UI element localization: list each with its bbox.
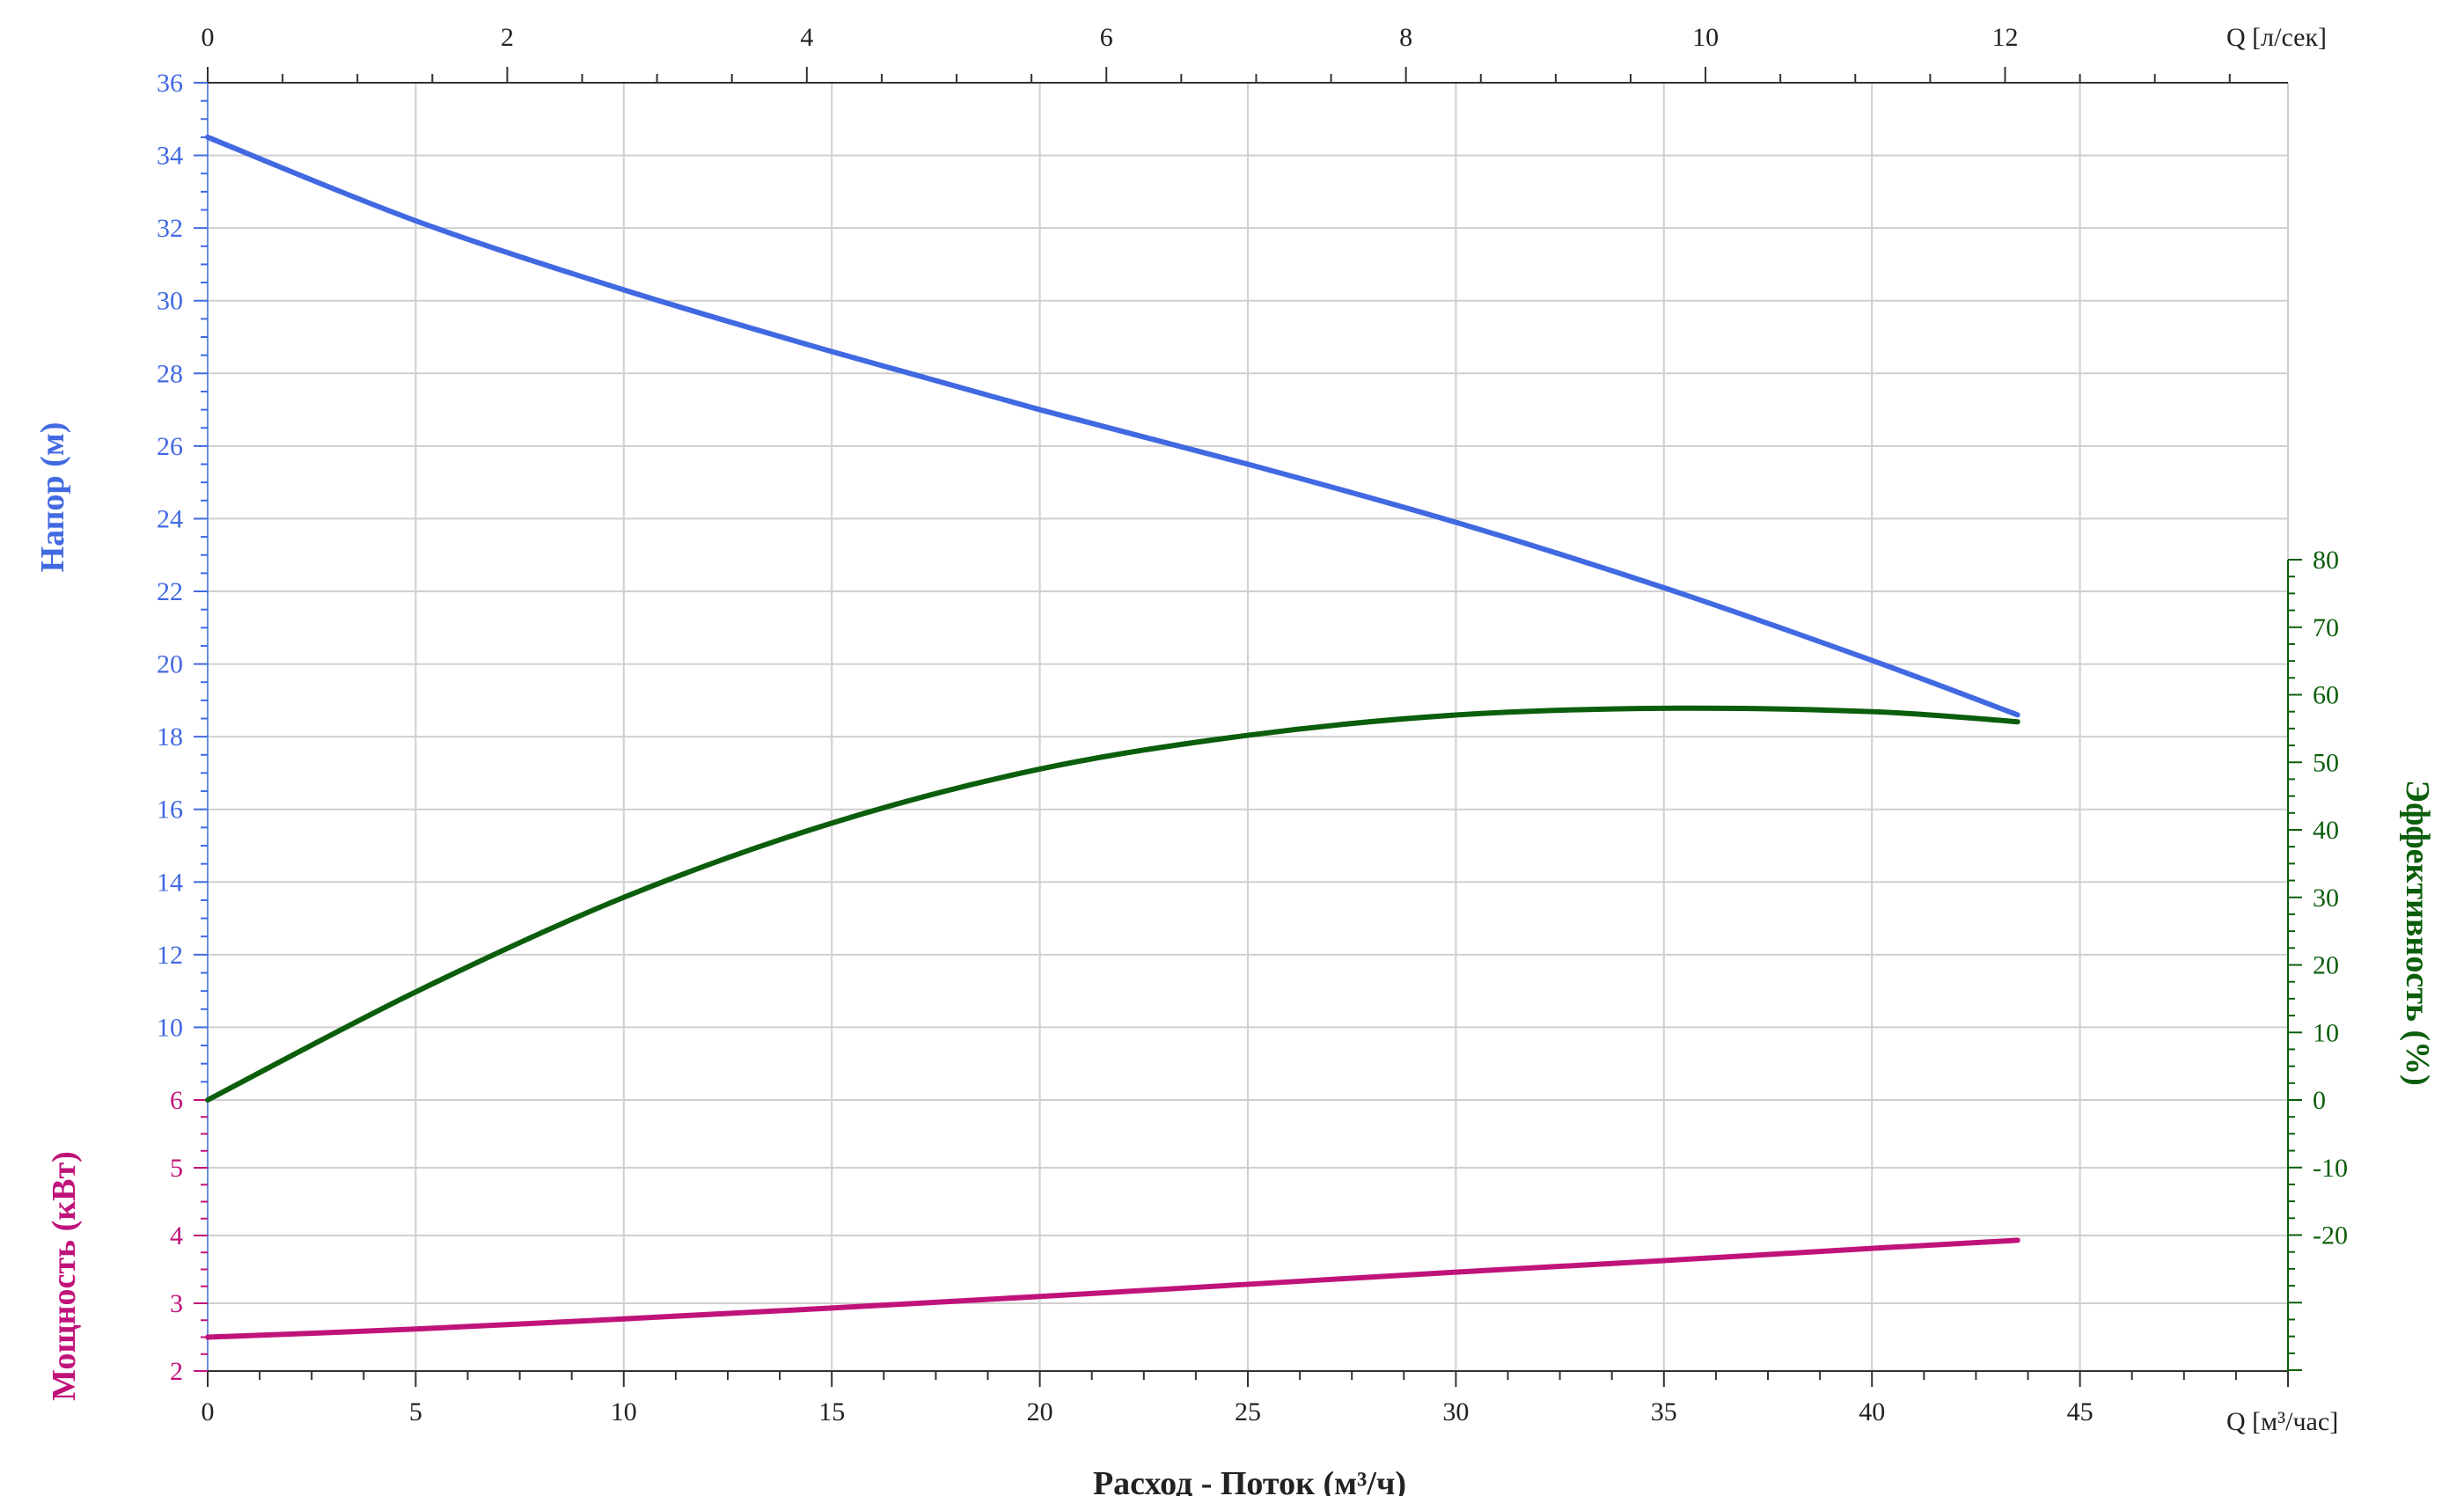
efficiency-tick-label: -20 xyxy=(2313,1221,2348,1250)
efficiency-tick-label: 0 xyxy=(2313,1086,2326,1115)
efficiency-tick-label: 80 xyxy=(2313,546,2339,575)
x-bottom-tick-label: 35 xyxy=(1651,1397,1677,1426)
series-line-head xyxy=(205,134,2020,718)
x-top-tick-label: 2 xyxy=(501,23,514,52)
x-bottom-tick-label: 25 xyxy=(1235,1397,1261,1426)
x-bottom-tick-label: 40 xyxy=(1859,1397,1885,1426)
x-top-tick-label: 8 xyxy=(1399,23,1412,52)
x-bottom-tick-label: 20 xyxy=(1027,1397,1053,1426)
x-bottom-tick-label: 10 xyxy=(611,1397,637,1426)
head-tick-label: 20 xyxy=(157,650,183,679)
efficiency-tick-label: 10 xyxy=(2313,1018,2339,1047)
head-tick-label: 28 xyxy=(157,359,183,388)
efficiency-tick-label: 30 xyxy=(2313,884,2339,913)
head-tick-label: 16 xyxy=(157,796,183,825)
head-tick-label: 32 xyxy=(157,214,183,243)
x-top-tick-label: 10 xyxy=(1692,23,1719,52)
head-tick-label: 10 xyxy=(157,1013,183,1042)
series-line-power xyxy=(205,1237,2020,1340)
x-axis-title: Расход - Поток (м³/ч) xyxy=(1093,1465,1406,1496)
axis-labels: Q [м³/час] Q [л/сек] Расход - Поток (м³/… xyxy=(34,23,2436,1496)
head-axis-title: Напор (м) xyxy=(34,422,71,573)
efficiency-tick-label: 70 xyxy=(2313,613,2339,642)
efficiency-tick-label: 40 xyxy=(2313,816,2339,845)
head-tick-label: 34 xyxy=(157,142,183,171)
efficiency-tick-label: 20 xyxy=(2313,951,2339,980)
efficiency-tick-label: 50 xyxy=(2313,748,2339,777)
x-bottom-tick-label: 0 xyxy=(202,1397,215,1426)
head-tick-label: 24 xyxy=(157,504,183,533)
head-tick-label: 12 xyxy=(157,941,183,970)
power-tick-label: 2 xyxy=(170,1357,183,1386)
x-top-axis-label: Q [л/сек] xyxy=(2226,23,2327,52)
efficiency-tick-label: 60 xyxy=(2313,681,2339,710)
head-tick-label: 26 xyxy=(157,432,183,461)
x-bottom-tick-label: 30 xyxy=(1442,1397,1469,1426)
power-tick-label: 5 xyxy=(170,1154,183,1183)
x-top-tick-label: 6 xyxy=(1100,23,1113,52)
series-line-efficiency xyxy=(205,705,2020,1103)
x-bottom-tick-label: 45 xyxy=(2067,1397,2094,1426)
x-bottom-tick-label: 15 xyxy=(818,1397,845,1426)
series-lines xyxy=(205,134,2020,1340)
x-top-tick-label: 0 xyxy=(202,23,215,52)
x-bottom-axis-label: Q [м³/час] xyxy=(2226,1407,2338,1436)
grid xyxy=(207,82,2289,1372)
power-axis-title: Мощность (кВт) xyxy=(46,1151,83,1401)
power-tick-label: 4 xyxy=(170,1221,183,1250)
head-tick-label: 30 xyxy=(157,287,183,316)
x-bottom-tick-label: 5 xyxy=(409,1397,422,1426)
power-tick-label: 3 xyxy=(170,1289,183,1318)
axes: 0 5 10 15 20 25 30 35 40 450 2 4 6 8 10 121012141618202… xyxy=(157,23,2348,1426)
head-tick-label: 22 xyxy=(157,577,183,606)
efficiency-axis-title: Эффективность (%) xyxy=(2399,780,2436,1086)
head-tick-label: 14 xyxy=(157,868,183,897)
x-top-tick-label: 12 xyxy=(1991,23,2018,52)
power-tick-label: 6 xyxy=(170,1086,183,1115)
head-tick-label: 18 xyxy=(157,722,183,752)
efficiency-tick-label: -10 xyxy=(2313,1154,2348,1183)
x-top-tick-label: 4 xyxy=(800,23,813,52)
head-tick-label: 36 xyxy=(157,69,183,98)
